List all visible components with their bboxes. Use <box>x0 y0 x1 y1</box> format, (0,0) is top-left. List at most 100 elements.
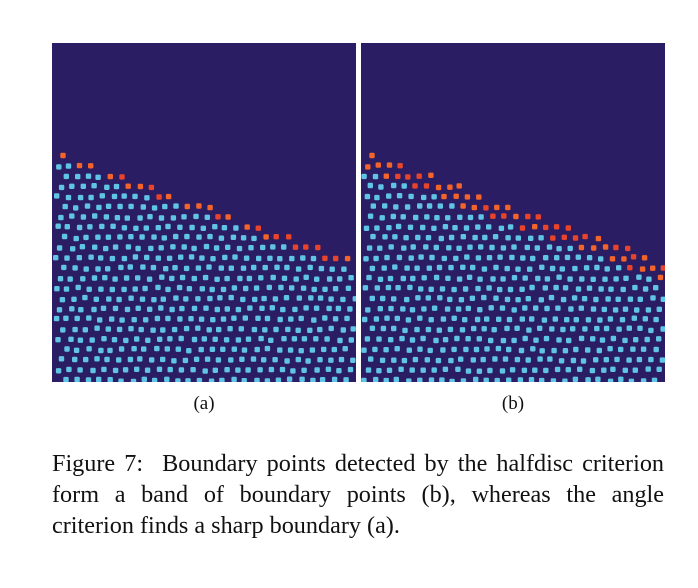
interior-point <box>261 357 267 363</box>
interior-point <box>288 316 294 322</box>
interior-point <box>222 254 228 261</box>
interior-point <box>75 284 81 291</box>
boundary-point <box>625 245 631 252</box>
interior-point <box>177 224 183 230</box>
interior-point <box>556 337 562 343</box>
interior-point <box>206 264 212 270</box>
interior-point <box>391 325 397 332</box>
interior-point <box>637 325 643 331</box>
boundary-point <box>423 183 430 189</box>
interior-point <box>76 224 83 231</box>
interior-point <box>183 325 190 332</box>
boundary-point <box>441 193 447 200</box>
interior-point <box>365 307 371 313</box>
interior-point <box>409 337 416 343</box>
interior-point <box>232 254 238 260</box>
interior-point <box>116 296 122 303</box>
interior-point <box>622 306 629 312</box>
interior-point <box>431 367 437 373</box>
interior-point <box>376 336 382 342</box>
interior-point <box>406 378 412 382</box>
boundary-point <box>476 194 482 200</box>
interior-point <box>650 295 656 301</box>
interior-point <box>61 264 67 271</box>
interior-point <box>634 307 640 313</box>
interior-point <box>200 225 206 231</box>
interior-point <box>568 306 574 312</box>
interior-point <box>111 193 118 200</box>
interior-point <box>573 317 579 323</box>
interior-point <box>143 317 149 323</box>
interior-point <box>225 244 231 250</box>
interior-point <box>598 286 604 292</box>
interior-point <box>114 215 121 221</box>
interior-point <box>381 265 387 271</box>
interior-point <box>109 286 115 293</box>
interior-point <box>484 346 490 352</box>
interior-point <box>240 296 246 303</box>
boundary-point <box>207 204 213 211</box>
interior-point <box>613 276 619 282</box>
interior-point <box>368 356 374 362</box>
interior-point <box>67 276 73 282</box>
interior-point <box>632 284 638 291</box>
interior-point <box>456 245 462 251</box>
interior-point <box>64 346 70 352</box>
interior-point <box>593 357 599 363</box>
interior-point <box>653 285 659 291</box>
interior-point <box>84 203 91 209</box>
interior-point <box>500 245 507 251</box>
interior-point <box>96 376 102 382</box>
interior-point <box>139 234 145 240</box>
interior-point <box>59 297 66 303</box>
interior-point <box>498 225 505 231</box>
interior-point <box>86 286 92 292</box>
interior-point <box>404 204 411 210</box>
interior-point <box>162 203 168 210</box>
interior-point <box>380 325 387 332</box>
interior-point <box>529 316 535 322</box>
interior-point <box>128 326 134 332</box>
interior-point <box>447 326 454 333</box>
boundary-point <box>405 174 411 180</box>
interior-point <box>98 286 104 292</box>
boundary-point <box>525 213 531 220</box>
interior-point <box>56 245 63 251</box>
interior-point <box>622 367 628 373</box>
interior-point <box>384 254 390 261</box>
interior-point <box>71 296 77 302</box>
interior-point <box>178 367 185 373</box>
interior-point <box>101 366 107 373</box>
interior-point <box>603 357 609 363</box>
interior-point <box>322 286 328 292</box>
interior-point <box>281 336 287 342</box>
interior-point <box>267 255 273 261</box>
interior-point <box>490 276 496 282</box>
interior-point <box>412 356 419 363</box>
interior-point <box>526 327 532 333</box>
interior-point <box>460 264 466 270</box>
interior-point <box>601 306 607 313</box>
interior-point <box>533 337 539 343</box>
interior-point <box>470 264 476 271</box>
interior-point <box>345 285 352 291</box>
interior-point <box>201 336 207 342</box>
interior-point <box>373 255 379 262</box>
interior-point <box>65 194 72 201</box>
interior-point <box>410 275 416 282</box>
interior-point <box>451 315 457 321</box>
interior-point <box>307 264 313 271</box>
interior-point <box>118 378 124 382</box>
interior-point <box>284 264 290 271</box>
interior-point <box>326 305 332 312</box>
interior-point <box>626 325 632 331</box>
interior-point <box>321 346 327 353</box>
interior-point <box>378 184 384 190</box>
interior-point <box>364 193 371 200</box>
interior-point <box>73 347 80 353</box>
interior-point <box>361 377 367 382</box>
interior-point <box>268 337 274 343</box>
interior-point <box>171 358 177 364</box>
boundary-point <box>501 213 507 219</box>
interior-point <box>543 367 549 374</box>
